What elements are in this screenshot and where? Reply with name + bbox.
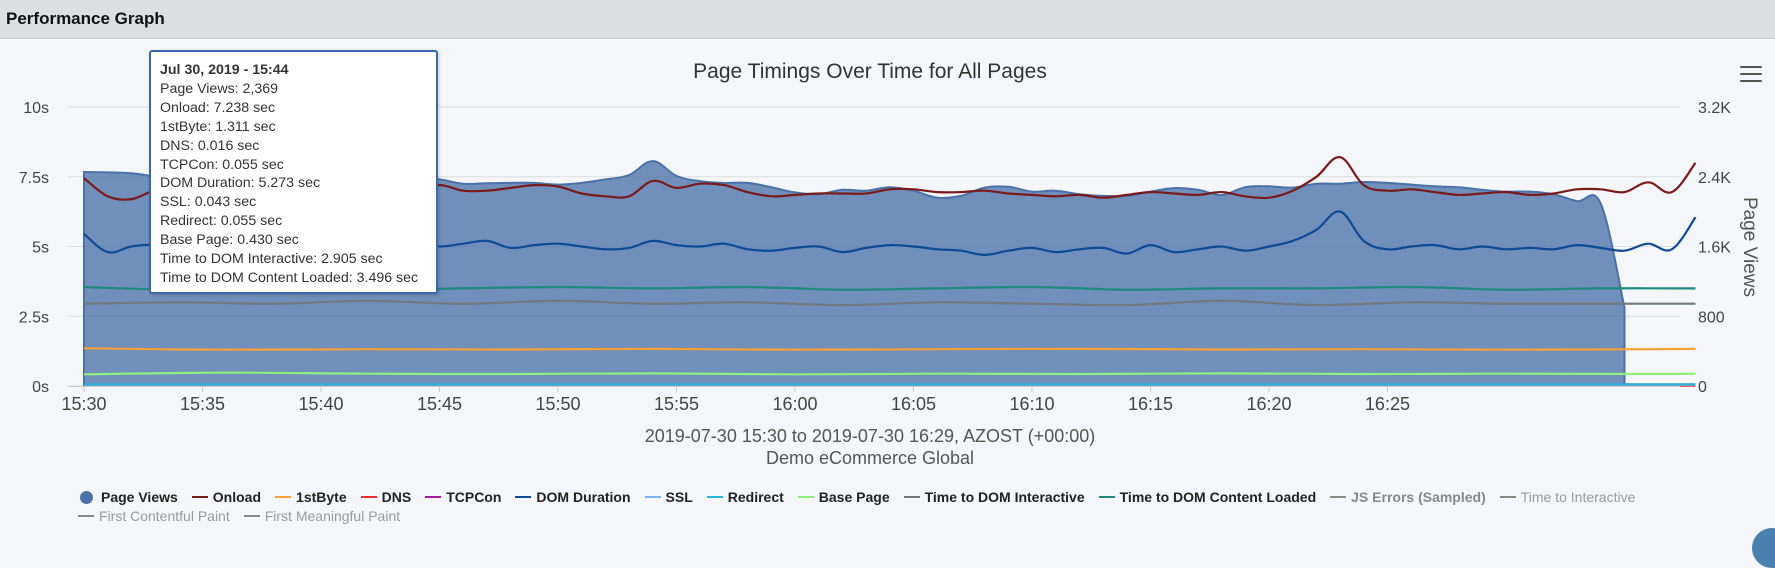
y-left-tick-label: 7.5s — [19, 170, 49, 187]
legend-item[interactable]: First Meaningful Paint — [243, 508, 401, 524]
legend-label: TCPCon — [446, 489, 502, 505]
legend-dot-icon — [80, 490, 93, 504]
legend-label: Page Views — [101, 489, 178, 505]
legend-label: Onload — [212, 489, 262, 505]
x-tick-label: 15:35 — [180, 394, 225, 414]
legend-label: Time to Interactive — [1520, 489, 1636, 505]
legend-line-icon — [515, 496, 532, 498]
legend-item[interactable]: First Contentful Paint — [78, 508, 230, 524]
y-left-tick-label: 0s — [32, 379, 49, 396]
tooltip-title: Jul 30, 2019 - 15:44 — [160, 62, 289, 78]
chart-tooltip: Jul 30, 2019 - 15:44 Page Views: 2,369 On… — [149, 50, 438, 294]
y-left-tick-label: 2.5s — [19, 309, 49, 326]
chart-title: Page Timings Over Time for All Pages — [693, 60, 1047, 83]
x-tick-label: 15:55 — [654, 394, 699, 414]
legend-line-icon — [903, 496, 920, 498]
legend-item[interactable]: DOM Duration — [515, 489, 631, 505]
legend-label: DOM Duration — [536, 489, 631, 505]
legend-line-icon — [191, 496, 208, 498]
legend-label: DNS — [381, 489, 412, 505]
y-right-tick-label: 2.4K — [1698, 170, 1731, 187]
panel-header: Performance Graph — [0, 0, 1775, 39]
tooltip-line: Onload: 7.238 sec — [160, 99, 276, 116]
help-badge-icon[interactable] — [1752, 528, 1775, 568]
y-right-axis-label: Page Views — [1739, 197, 1760, 297]
legend-item[interactable]: Time to DOM Content Loaded — [1098, 489, 1317, 505]
chart-subtitle: Demo eCommerce Global — [766, 448, 974, 468]
legend-line-icon — [275, 496, 292, 498]
y-right-tick-label: 3.2K — [1698, 100, 1731, 117]
legend-line-icon — [1098, 496, 1115, 498]
x-tick-label: 16:10 — [1009, 394, 1054, 414]
tooltip-line: DNS: 0.016 sec — [160, 137, 260, 154]
legend-line-icon — [243, 515, 260, 517]
x-tick-label: 15:40 — [298, 394, 343, 414]
legend-label: Base Page — [818, 489, 890, 505]
tooltip-line: SSL: 0.043 sec — [160, 194, 257, 211]
tooltip-line: Redirect: 0.055 sec — [160, 213, 283, 230]
series-time-to-dom-interactive-line — [83, 299, 1696, 307]
legend-label: SSL — [665, 489, 693, 505]
tooltip-line: Base Page: 0.430 sec — [160, 232, 299, 249]
legend-item[interactable]: Time to DOM Interactive — [903, 489, 1085, 505]
series-base-page-line — [83, 371, 1696, 376]
legend-row: Page Views Onload 1stByte DNS TCPCon DOM Dura… — [78, 488, 1718, 506]
legend-line-icon — [1499, 496, 1516, 498]
legend-item[interactable]: SSL — [644, 489, 693, 505]
legend-line-icon — [706, 496, 723, 498]
legend-label: Time to DOM Content Loaded — [1119, 489, 1317, 505]
tooltip-line: DOM Duration: 5.273 sec — [160, 175, 321, 192]
x-tick-label: 16:05 — [891, 394, 936, 414]
x-tick-label: 16:00 — [772, 394, 817, 414]
y-left-tick-label: 10s — [23, 100, 49, 117]
legend-item[interactable]: Page Views — [78, 489, 178, 505]
x-tick-label: 16:20 — [1246, 394, 1291, 414]
x-tick-label: 15:50 — [535, 394, 580, 414]
y-right-tick-label: 800 — [1698, 309, 1725, 326]
legend-line-icon — [360, 496, 377, 498]
chart-legend: Page Views Onload 1stByte DNS TCPCon DOM Dura… — [78, 488, 1718, 526]
series-1stbyte-line — [83, 347, 1696, 351]
y-right-tick-label: 0 — [1698, 379, 1707, 396]
legend-label: First Meaningful Paint — [264, 508, 401, 524]
chart-subtitle: 2019-07-30 15:30 to 2019-07-30 16:29, AZ… — [645, 426, 1095, 446]
x-tick-label: 15:30 — [61, 394, 106, 414]
legend-item[interactable]: JS Errors (Sampled) — [1330, 489, 1486, 505]
legend-item[interactable]: Redirect — [706, 489, 784, 505]
legend-line-icon — [1330, 496, 1347, 498]
legend-line-icon — [425, 496, 442, 498]
legend-label: First Contentful Paint — [99, 508, 230, 524]
y-left-tick-label: 5s — [32, 240, 49, 257]
legend-item[interactable]: Base Page — [797, 489, 890, 505]
legend-label: 1stByte — [296, 489, 347, 505]
tooltip-line: Time to DOM Interactive: 2.905 sec — [160, 251, 383, 268]
legend-item[interactable]: Time to Interactive — [1499, 489, 1636, 505]
legend-row: First Contentful Paint First Meaningful P… — [78, 507, 1718, 525]
legend-item[interactable]: DNS — [360, 489, 412, 505]
legend-label: Time to DOM Interactive — [924, 489, 1085, 505]
legend-line-icon — [797, 496, 814, 498]
tooltip-line: TCPCon: 0.055 sec — [160, 156, 284, 173]
legend-label: JS Errors (Sampled) — [1351, 489, 1486, 505]
x-tick-label: 15:45 — [417, 394, 462, 414]
legend-label: Redirect — [727, 489, 784, 505]
tooltip-line: 1stByte: 1.311 sec — [160, 118, 276, 135]
legend-item[interactable]: TCPCon — [425, 489, 501, 505]
tooltip-line: Time to DOM Content Loaded: 3.496 sec — [160, 269, 419, 286]
legend-line-icon — [78, 515, 94, 517]
panel-title: Performance Graph — [6, 9, 165, 28]
x-tick-label: 16:15 — [1128, 394, 1173, 414]
y-right-tick-label: 1.6K — [1698, 240, 1731, 257]
x-tick-label: 16:25 — [1365, 394, 1410, 414]
legend-item[interactable]: 1stByte — [275, 489, 347, 505]
chart-menu-icon[interactable] — [1740, 66, 1762, 84]
legend-item[interactable]: Onload — [191, 489, 262, 505]
legend-line-icon — [644, 496, 661, 498]
tooltip-line: Page Views: 2,369 — [160, 80, 279, 97]
